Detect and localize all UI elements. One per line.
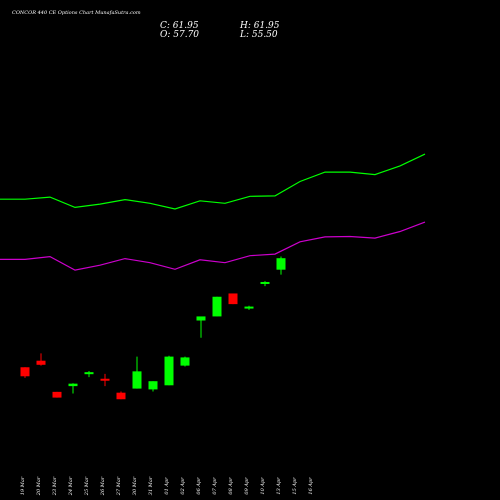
date-tick-label: 23 Mar bbox=[52, 476, 58, 496]
date-tick-label: 13 Apr bbox=[276, 477, 282, 495]
candles-group bbox=[20, 256, 286, 400]
candle bbox=[180, 356, 190, 367]
date-tick-label: 06 Apr bbox=[196, 477, 202, 495]
candle-body bbox=[164, 356, 174, 386]
candle bbox=[52, 391, 62, 398]
close-label: C: 61.95 bbox=[160, 21, 199, 31]
candle bbox=[260, 281, 270, 287]
date-tick-label: 07 Apr bbox=[212, 477, 218, 495]
date-tick-label: 25 Mar bbox=[84, 476, 90, 496]
date-tick-label: 15 Apr bbox=[292, 477, 298, 495]
candle-body bbox=[52, 391, 62, 398]
date-tick-label: 31 Mar bbox=[148, 476, 154, 495]
candle-body bbox=[100, 378, 110, 381]
lower-band-line bbox=[0, 221, 426, 271]
candle bbox=[196, 316, 206, 338]
candle-body bbox=[212, 296, 222, 317]
date-tick-label: 19 Mar bbox=[20, 476, 26, 495]
candle-body bbox=[148, 381, 158, 390]
candle-body bbox=[116, 392, 126, 400]
indicator-bands bbox=[0, 153, 426, 271]
candle bbox=[244, 305, 254, 310]
date-tick-label: 08 Apr bbox=[228, 477, 234, 495]
candle bbox=[100, 373, 110, 387]
candle-body bbox=[228, 293, 238, 305]
date-tick-label: 16 Apr bbox=[308, 477, 314, 495]
upper-band-line bbox=[0, 153, 426, 210]
candle bbox=[36, 353, 46, 366]
chart-title: CONCOR 440 CE Options Chart MunafaSutra.… bbox=[12, 10, 141, 16]
candle-body bbox=[68, 383, 78, 387]
candle-body bbox=[276, 258, 286, 270]
candle bbox=[228, 293, 238, 305]
candle bbox=[164, 355, 174, 386]
date-tick-label: 20 Mar bbox=[36, 476, 42, 496]
candle bbox=[132, 356, 142, 389]
high-label: H: 61.95 bbox=[239, 21, 280, 31]
open-label: O: 57.70 bbox=[160, 30, 199, 40]
candle bbox=[84, 370, 94, 378]
candle bbox=[148, 381, 158, 392]
candle-body bbox=[20, 367, 30, 377]
candle-body bbox=[36, 360, 46, 365]
candle-body bbox=[244, 306, 254, 309]
candle bbox=[68, 383, 78, 394]
low-label: L: 55.50 bbox=[239, 30, 278, 40]
date-axis: 19 Mar 20 Mar 23 Mar 24 Mar 25 Mar 26 Mar 27 M… bbox=[20, 476, 314, 496]
candle bbox=[116, 391, 126, 400]
candle-body bbox=[84, 372, 94, 375]
date-tick-label: 27 Mar bbox=[116, 476, 122, 496]
candle-body bbox=[260, 281, 270, 284]
candle-body bbox=[132, 371, 142, 389]
date-tick-label: 02 Apr bbox=[180, 477, 186, 495]
date-tick-label: 30 Mar bbox=[132, 476, 138, 495]
date-tick-label: 01 Apr bbox=[164, 477, 170, 495]
candle-body bbox=[180, 357, 190, 366]
date-tick-label: 24 Mar bbox=[68, 476, 74, 496]
candle bbox=[20, 367, 30, 378]
date-tick-label: 26 Mar bbox=[100, 476, 106, 496]
candle bbox=[276, 256, 286, 275]
candle-body bbox=[196, 316, 206, 321]
date-tick-label: 10 Apr bbox=[260, 477, 266, 495]
candle bbox=[212, 296, 222, 317]
date-tick-label: 09 Apr bbox=[244, 477, 250, 495]
